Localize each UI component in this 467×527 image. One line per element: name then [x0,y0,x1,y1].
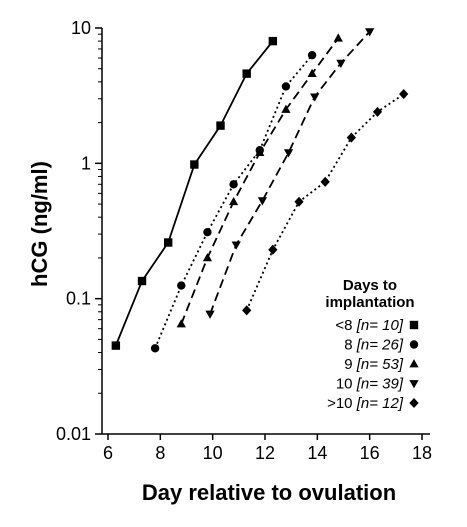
legend-label: 9 [n= 53] [344,356,404,373]
series-3 [205,28,375,319]
legend-marker-square [409,320,419,330]
data-point [202,253,213,262]
y-axis-title: hCG (ng/ml) [27,161,52,287]
data-point [231,241,241,250]
data-point [268,36,278,46]
x-tick-label: 8 [155,443,165,463]
y-tick-label: 1 [81,153,91,173]
data-point [242,69,251,78]
series-2 [176,33,343,328]
legend-title-line1: Days to [343,277,397,294]
data-point [307,50,317,60]
data-point [336,59,346,68]
legend-marker-triangle-up [409,359,419,368]
legend-marker-diamond [409,397,419,409]
x-axis-title: Day relative to ovulation [142,480,396,505]
plot-area [111,28,409,353]
data-point [255,147,265,156]
data-point [203,227,212,237]
legend-marker-circle [409,340,419,349]
legend-label: >10 [n= 12] [327,395,404,412]
data-point [281,82,291,91]
data-point [177,281,186,290]
series-line [114,40,274,346]
data-point [310,93,320,102]
data-point [333,33,343,42]
series-4 [242,89,409,316]
data-point [150,344,160,353]
legend: Days to implantation <8 [n= 10] 8 [n= 26]… [325,277,419,412]
data-point [257,197,268,206]
y-tick-label: 10 [71,18,91,38]
axes [101,28,430,435]
data-point [205,310,215,319]
y-tick-label: 0.1 [66,289,91,309]
data-point [399,89,409,100]
legend-title-line2: implantation [325,294,414,311]
series-line [209,30,371,315]
data-point [372,106,383,117]
data-point [346,132,356,143]
legend-label: 10 [n= 39] [336,376,404,393]
y-tick-label: 0.01 [56,424,91,444]
data-point [190,160,199,169]
data-point [176,319,186,328]
x-tick-label: 14 [307,443,327,463]
data-point [229,180,238,189]
x-tick-label: 12 [255,443,275,463]
data-point [281,104,291,113]
data-point [320,176,330,187]
data-point [216,121,225,130]
data-point [283,149,294,158]
data-point [268,244,278,255]
x-tick-label: 6 [103,443,113,463]
data-point [111,341,121,350]
data-point [242,305,252,316]
series-0 [111,36,278,350]
data-point [163,238,173,247]
x-tick-label: 18 [412,443,432,463]
data-point [137,276,147,286]
data-point [365,28,375,37]
series-1 [150,50,317,353]
data-point [307,68,317,78]
x-tick-label: 10 [203,443,223,463]
y-ticks: 0.01 0.1 1 10 [56,18,102,444]
data-point [228,196,239,206]
x-ticks: 6 8 10 12 14 16 18 [103,434,432,463]
legend-label: 8 [n= 26] [344,337,404,354]
legend-label: <8 [n= 10] [335,317,403,334]
x-tick-label: 16 [360,443,380,463]
legend-marker-triangle-down [409,380,419,389]
data-point [294,196,304,207]
